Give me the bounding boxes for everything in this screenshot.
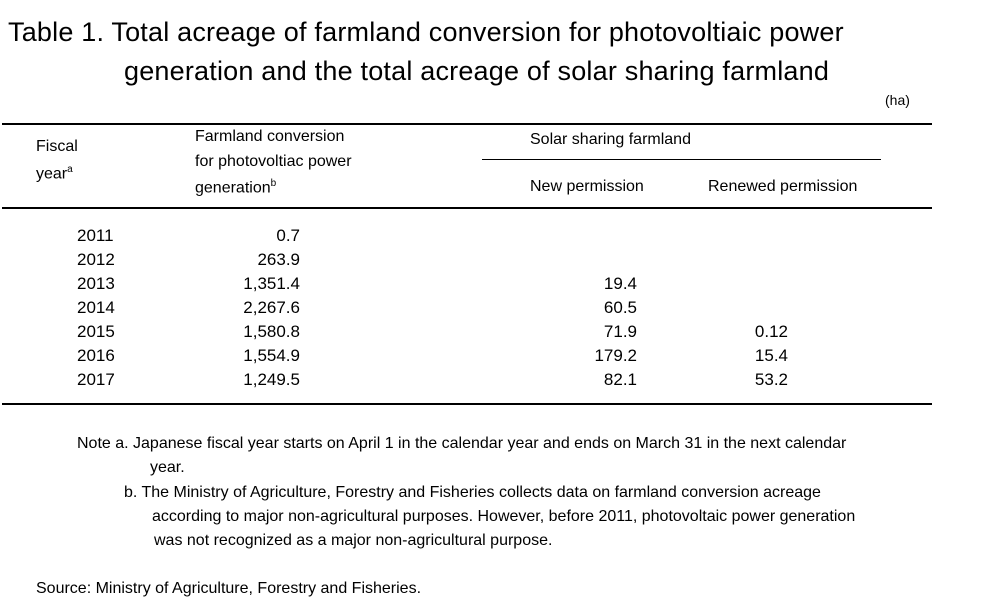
cell-conversion: 1,554.9 — [243, 346, 300, 365]
header-conversion-line3: generationb — [195, 178, 277, 197]
cell-new: 82.1 — [603, 370, 637, 389]
top-rule — [2, 123, 932, 125]
bottom-rule — [2, 403, 932, 405]
table-title-line1: Table 1. Total acreage of farmland conve… — [8, 17, 844, 47]
note-a-line1: Note a. Japanese fiscal year starts on A… — [77, 435, 847, 452]
cell-renewed: 53.2 — [754, 370, 788, 389]
header-conversion-line1: Farmland conversion — [195, 128, 345, 145]
source-line: Source: Ministry of Agriculture, Forestr… — [36, 580, 422, 597]
header-rule — [2, 207, 932, 209]
header-year-sup: a — [67, 164, 73, 175]
header-conversion-line2: for photovoltiac power — [195, 153, 352, 170]
cell-new: 179.2 — [594, 346, 637, 365]
header-new-permission: New permission — [530, 178, 644, 195]
table-row: 2013 1,351.4 19.4 — [0, 274, 998, 298]
cell-year: 2011 — [77, 226, 114, 245]
cell-new: 60.5 — [603, 298, 637, 317]
group-rule — [482, 159, 881, 160]
unit-label: (ha) — [885, 92, 910, 108]
note-a-line2: year. — [150, 459, 185, 476]
table-row: 2016 1,554.9 179.2 15.4 — [0, 346, 998, 370]
note-b-line2: according to major non-agricultural purp… — [152, 508, 856, 525]
header-conversion-sup: b — [270, 178, 277, 189]
cell-year: 2012 — [77, 250, 115, 269]
header-fiscal: Fiscal — [36, 138, 78, 155]
cell-new: 19.4 — [603, 274, 637, 293]
cell-conversion: 1,580.8 — [243, 322, 300, 341]
header-solar-sharing: Solar sharing farmland — [530, 131, 691, 148]
table-row: 2015 1,580.8 71.9 0.12 — [0, 322, 998, 346]
header-renewed-permission: Renewed permission — [708, 178, 858, 195]
cell-conversion: 0.7 — [276, 226, 300, 245]
cell-year: 2014 — [77, 298, 115, 317]
cell-conversion: 1,351.4 — [243, 274, 300, 293]
cell-new: 71.9 — [603, 322, 637, 341]
table-row: 2014 2,267.6 60.5 — [0, 298, 998, 322]
cell-year: 2013 — [77, 274, 115, 293]
table-row: 2017 1,249.5 82.1 53.2 — [0, 370, 998, 394]
note-b-line1: b. The Ministry of Agriculture, Forestry… — [124, 484, 821, 501]
cell-conversion: 1,249.5 — [243, 370, 300, 389]
note-b-line3: was not recognized as a major non-agricu… — [154, 532, 553, 549]
header-year: yeara — [36, 164, 73, 183]
cell-year: 2017 — [77, 370, 115, 389]
table-title-line2: generation and the total acreage of sola… — [124, 56, 830, 86]
table-row: 2012 263.9 — [0, 250, 998, 274]
cell-year: 2015 — [77, 322, 115, 341]
table-row: 2011 0.7 — [0, 226, 998, 250]
cell-renewed: 0.12 — [754, 322, 788, 341]
cell-renewed: 15.4 — [754, 346, 788, 365]
cell-conversion: 2,267.6 — [243, 298, 300, 317]
cell-year: 2016 — [77, 346, 115, 365]
cell-conversion: 263.9 — [257, 250, 300, 269]
